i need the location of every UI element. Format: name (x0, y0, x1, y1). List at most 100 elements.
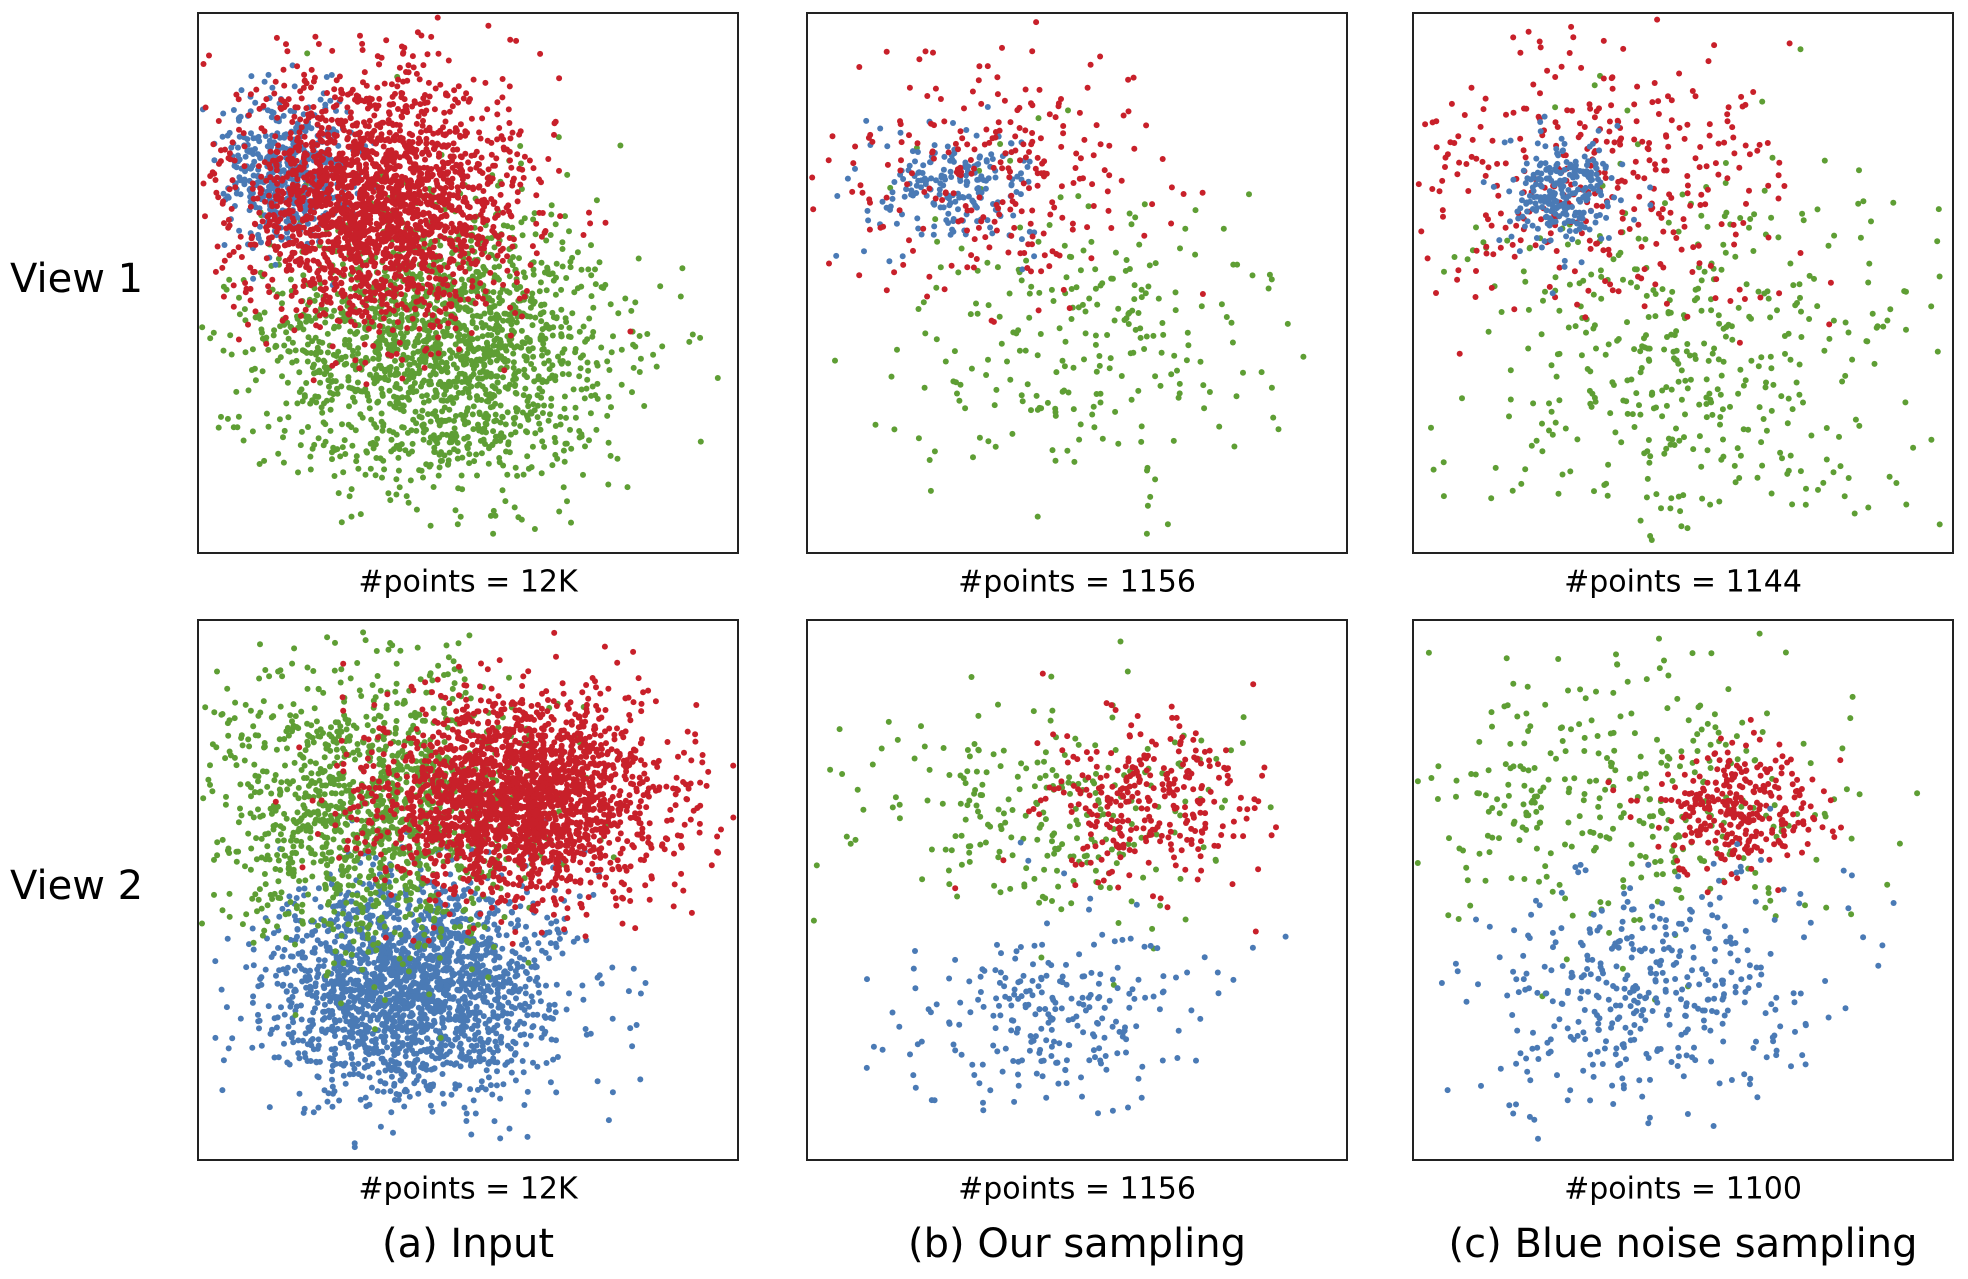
scatter-dot (347, 115, 354, 122)
scatter-dot (592, 281, 599, 288)
scatter-dot (514, 198, 521, 205)
scatter-dot (406, 361, 413, 368)
scatter-dot (366, 314, 372, 320)
scatter-dot (258, 173, 265, 180)
scatter-dot (486, 350, 492, 357)
scatter-dot (587, 410, 594, 417)
scatter-dot (310, 78, 317, 85)
scatter-dot (541, 402, 547, 409)
scatter-dot (393, 381, 400, 387)
scatter-dot (985, 438, 992, 445)
scatter-dot (497, 437, 504, 444)
scatter-dot (280, 66, 287, 73)
scatter-dot (454, 439, 461, 446)
scatter-dot (968, 365, 975, 372)
scatter-dot (1090, 152, 1097, 159)
scatter-dot (294, 176, 301, 183)
scatter-dot (318, 301, 325, 308)
scatter-dot (1010, 212, 1017, 219)
scatter-dot (499, 245, 506, 252)
scatter-dot (273, 293, 280, 300)
scatter-dot (946, 202, 953, 209)
scatter-dot (528, 464, 535, 471)
scatter-dot (265, 71, 272, 78)
scatter-dot (271, 177, 278, 184)
scatter-dot (371, 176, 378, 183)
scatter-dot (359, 313, 365, 319)
scatter-dot (288, 160, 295, 167)
scatter-dot (1029, 207, 1036, 214)
scatter-dot (474, 335, 481, 342)
scatter-dot (426, 151, 433, 158)
scatter-dot (450, 271, 457, 278)
scatter-dot (1174, 367, 1180, 374)
scatter-dot (924, 293, 931, 300)
scatter-dot (455, 389, 462, 396)
scatter-dot (510, 236, 517, 243)
scatter-dot (247, 264, 254, 271)
scatter-dot (891, 426, 898, 433)
scatter-dot (552, 221, 559, 228)
scatter-dot (317, 220, 324, 227)
scatter-dot (533, 250, 540, 257)
scatter-dot (265, 222, 272, 228)
scatter-dot (445, 196, 452, 203)
scatter-dot (474, 382, 481, 389)
scatter-dot (411, 342, 418, 349)
scatter-dot (385, 117, 392, 123)
scatter-dot (385, 147, 392, 154)
scatter-dot (319, 231, 326, 238)
scatter-dot (346, 129, 353, 136)
scatter-dot (378, 365, 385, 372)
scatter-dot (506, 273, 513, 280)
scatter-dot (903, 186, 910, 193)
scatter-dot (485, 398, 492, 405)
scatter-dot (226, 276, 233, 283)
scatter-dot (1182, 225, 1189, 232)
scatter-dot (1275, 426, 1282, 433)
scatter-dot (304, 341, 311, 348)
scatter-dot (469, 320, 476, 327)
scatter-dot (363, 302, 369, 309)
scatter-dot (915, 306, 922, 312)
scatter-dot (518, 219, 525, 226)
scatter-dot (286, 150, 293, 157)
scatter-dot (350, 362, 356, 369)
scatter-dot (312, 393, 319, 400)
scatter-dot (421, 364, 428, 371)
scatter-dot (295, 242, 302, 249)
scatter-dot (481, 351, 488, 358)
scatter-dot (274, 114, 281, 121)
scatter-dot (533, 220, 540, 227)
scatter-dot (235, 96, 242, 103)
scatter-dot (514, 151, 521, 158)
scatter-dot (534, 414, 541, 421)
scatter-dot (422, 311, 429, 318)
scatter-dot (256, 105, 263, 112)
scatter-dot (312, 33, 319, 40)
scatter-dot (479, 170, 486, 176)
scatter-dot (315, 435, 322, 442)
scatter-dot (1062, 338, 1069, 345)
scatter-dot (432, 408, 439, 415)
scatter-dot (371, 260, 378, 267)
scatter-dot (555, 353, 561, 360)
scatter-dot (475, 293, 481, 300)
scatter-dot (468, 152, 475, 159)
scatter-dot (322, 319, 329, 326)
scatter-dot (604, 358, 611, 365)
scatter-dot (406, 280, 413, 287)
scatter-dot (379, 119, 386, 126)
scatter-dot (303, 118, 310, 125)
scatter-dot (1184, 329, 1191, 336)
scatter-dot (310, 147, 317, 154)
scatter-dot (333, 174, 340, 181)
scatter-dot (437, 276, 443, 283)
scatter-dot (315, 274, 322, 281)
scatter-dot (587, 220, 594, 227)
scatter-dot (301, 393, 308, 400)
scatter-dot (289, 119, 296, 125)
scatter-dot (384, 226, 391, 233)
scatter-dot (513, 37, 520, 44)
scatter-dot (1061, 242, 1068, 249)
